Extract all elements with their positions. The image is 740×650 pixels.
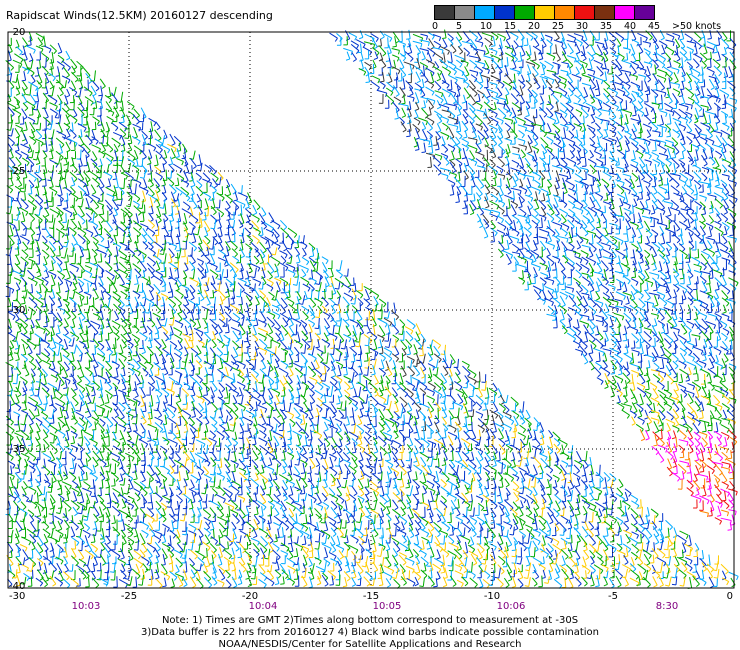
pass-time-label: 10:06 (497, 601, 526, 612)
latitude-label: -40 (9, 581, 25, 592)
legend-label: 30 (576, 21, 589, 32)
pass-time-label: 8:30 (656, 601, 678, 612)
note-line-3: NOAA/NESDIS/Center for Satellite Applica… (218, 639, 522, 650)
legend-label: 35 (600, 21, 613, 32)
pass-time-label: 10:05 (373, 601, 402, 612)
longitude-label: 0 (727, 591, 733, 602)
note-line-2: 3)Data buffer is 22 hrs from 20160127 4)… (141, 627, 599, 638)
legend-label: 0 (432, 21, 439, 32)
longitude-label: -10 (484, 591, 500, 602)
longitude-label: -30 (9, 591, 25, 602)
longitude-label: -20 (242, 591, 258, 602)
legend-label: 10 (480, 21, 493, 32)
longitude-label: -15 (363, 591, 379, 602)
legend-label: >50 knots (672, 21, 722, 32)
map-title: Rapidscat Winds(12.5KM) 20160127 descend… (6, 9, 273, 22)
wind-swath-east (329, 29, 739, 531)
longitude-label: -25 (121, 591, 137, 602)
wind-swath-west (5, 31, 739, 590)
latitude-labels: -20 -25 -30 -35 -40 (9, 27, 25, 592)
legend-label: 20 (528, 21, 541, 32)
latitude-label: -20 (9, 27, 25, 38)
longitude-label: -5 (608, 591, 618, 602)
note-line-1: Note: 1) Times are GMT 2)Times along bot… (161, 615, 579, 626)
wind-swaths (5, 29, 739, 590)
latitude-label: -25 (9, 166, 25, 177)
pass-time-label: 10:03 (72, 601, 101, 612)
wind-speed-legend: 0 5 10 15 20 25 30 35 40 45 >50 knots (432, 5, 721, 33)
legend-labels: 0 5 10 15 20 25 30 35 40 45 >50 knots (432, 21, 721, 33)
latitude-label: -30 (9, 305, 25, 316)
legend-swatches (434, 5, 655, 20)
latitude-label: -35 (9, 444, 25, 455)
pass-time-label: 10:04 (249, 601, 278, 612)
legend-label: 5 (456, 21, 463, 32)
map-grid (8, 32, 734, 588)
legend-label: 25 (552, 21, 565, 32)
longitude-labels: -30 -25 -20 -15 -10 -5 0 (9, 591, 733, 602)
legend-label: 15 (504, 21, 517, 32)
plot-frame (7, 31, 735, 589)
legend-label: 45 (648, 21, 661, 32)
legend-label: 40 (624, 21, 637, 32)
legend-swatch (634, 5, 655, 20)
pass-time-labels: 10:03 10:04 10:05 10:06 8:30 (72, 601, 679, 612)
